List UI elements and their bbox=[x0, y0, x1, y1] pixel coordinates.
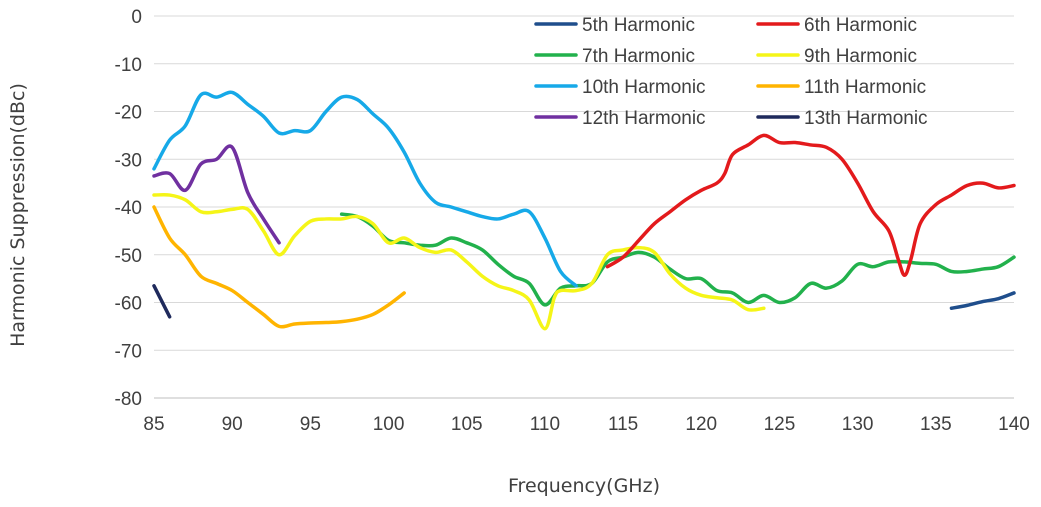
x-tick-label: 130 bbox=[842, 414, 874, 435]
series-line-12th-harmonic bbox=[152, 144, 281, 245]
x-tick-label: 95 bbox=[300, 414, 321, 435]
x-tick-label: 85 bbox=[143, 414, 164, 435]
series-line-5th-harmonic bbox=[949, 291, 1016, 310]
series-line-10th-harmonic bbox=[152, 90, 578, 288]
x-tick-label: 140 bbox=[998, 414, 1030, 435]
legend-item-5th-harmonic: 5th Harmonic bbox=[534, 15, 695, 36]
legend-item-12th-harmonic: 12th Harmonic bbox=[534, 108, 706, 129]
series-line-6th-harmonic bbox=[605, 133, 1016, 278]
series-line-7th-harmonic bbox=[339, 212, 1016, 307]
legend-item-10th-harmonic: 10th Harmonic bbox=[534, 77, 706, 98]
legend-item-6th-harmonic: 6th Harmonic bbox=[756, 15, 917, 36]
legend-label: 11th Harmonic bbox=[804, 77, 926, 98]
x-tick-label: 135 bbox=[920, 414, 952, 435]
y-tick-label: 0 bbox=[131, 7, 142, 28]
x-tick-label: 120 bbox=[685, 414, 717, 435]
y-tick-label: -10 bbox=[115, 55, 142, 76]
legend-label: 7th Harmonic bbox=[582, 46, 695, 67]
legend-label: 13th Harmonic bbox=[804, 108, 928, 129]
legend-item-9th-harmonic: 9th Harmonic bbox=[756, 46, 917, 67]
legend-item-11th-harmonic: 11th Harmonic bbox=[756, 77, 926, 98]
x-tick-label: 100 bbox=[373, 414, 405, 435]
legend-item-13th-harmonic: 13th Harmonic bbox=[756, 108, 928, 129]
legend-item-7th-harmonic: 7th Harmonic bbox=[534, 46, 695, 67]
x-axis-title: Frequency(GHz) bbox=[508, 475, 660, 497]
legend-label: 12th Harmonic bbox=[582, 108, 706, 129]
y-tick-label: -30 bbox=[115, 150, 142, 171]
y-tick-label: -20 bbox=[115, 103, 142, 124]
legend-label: 10th Harmonic bbox=[582, 77, 706, 98]
y-tick-label: -70 bbox=[115, 341, 142, 362]
series-lines bbox=[152, 90, 1016, 331]
x-tick-label: 90 bbox=[222, 414, 243, 435]
x-tick-label: 105 bbox=[451, 414, 483, 435]
x-tick-label: 110 bbox=[530, 414, 560, 435]
y-tick-label: -80 bbox=[115, 389, 142, 410]
y-tick-label: -50 bbox=[115, 246, 142, 267]
legend-label: 9th Harmonic bbox=[804, 46, 917, 67]
x-tick-label: 125 bbox=[764, 414, 796, 435]
legend: 5th Harmonic 6th Harmonic 7th Harmonic 9th … bbox=[534, 15, 928, 129]
y-tick-label: -60 bbox=[115, 294, 142, 315]
series-line-13th-harmonic bbox=[152, 284, 172, 319]
x-tick-label: 115 bbox=[608, 414, 638, 435]
legend-label: 6th Harmonic bbox=[804, 15, 917, 36]
legend-label: 5th Harmonic bbox=[582, 15, 695, 36]
series-line-11th-harmonic bbox=[152, 205, 406, 329]
y-tick-label: -40 bbox=[115, 198, 142, 219]
series-line-9th-harmonic bbox=[152, 192, 766, 331]
gridlines bbox=[154, 15, 1014, 351]
y-axis-title: Harmonic Suppression(dBc) bbox=[7, 83, 29, 347]
